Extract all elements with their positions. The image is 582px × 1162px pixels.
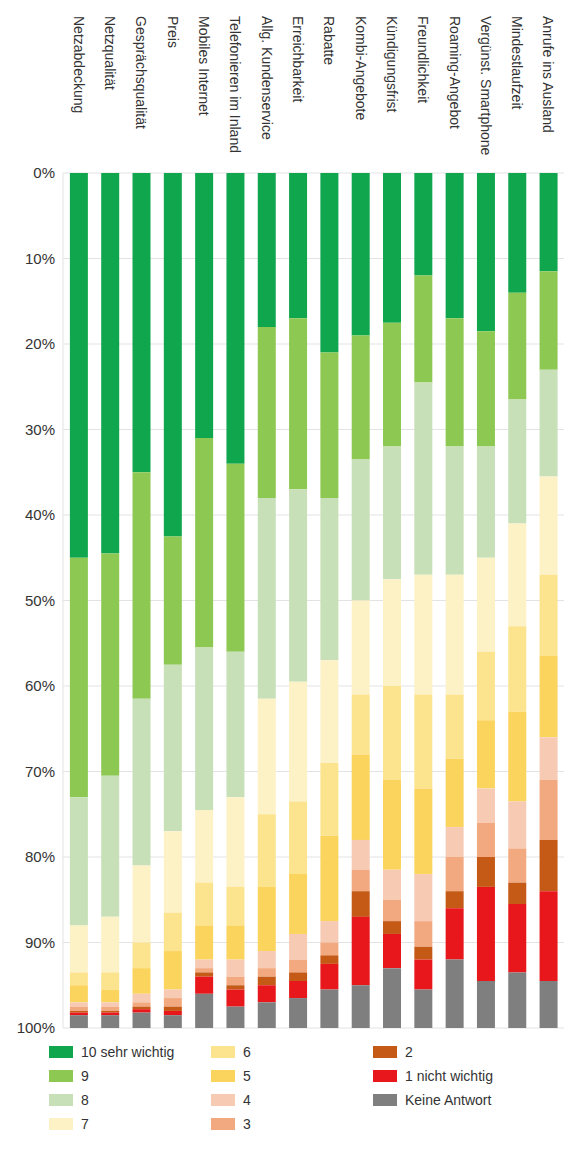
html-text:7: 7 (81, 1116, 89, 1132)
svg-text:Netzabdeckung: Netzabdeckung (71, 16, 87, 113)
svg-text:Anrufe ins Ausland: Anrufe ins Ausland (540, 16, 556, 133)
svg-text:Preis: Preis (165, 16, 181, 48)
svg-text:Mindestlaufzeit: Mindestlaufzeit (509, 16, 525, 109)
html-text:5: 5 (243, 1068, 251, 1084)
svg-text:70%: 70% (25, 763, 55, 780)
svg-text:Rabatte: Rabatte (321, 16, 337, 65)
svg-text:100%: 100% (17, 1019, 55, 1036)
svg-text:Gesprächsqualität: Gesprächsqualität (133, 16, 149, 129)
svg-text:Mobiles Internet: Mobiles Internet (196, 16, 212, 116)
html-text:4: 4 (243, 1092, 251, 1108)
svg-text:90%: 90% (25, 934, 55, 951)
svg-text:60%: 60% (25, 677, 55, 694)
svg-text:50%: 50% (25, 592, 55, 609)
html-text:10 sehr wichtig: 10 sehr wichtig (81, 1044, 175, 1060)
html-text:1 nicht wichtig: 1 nicht wichtig (405, 1068, 493, 1084)
svg-text:Allg. Kundenservice: Allg. Kundenservice (259, 16, 275, 140)
svg-text:10%: 10% (25, 250, 55, 267)
svg-text:Roaming-Angebot: Roaming-Angebot (447, 16, 463, 129)
svg-text:0%: 0% (33, 164, 55, 181)
svg-text:30%: 30% (25, 421, 55, 438)
svg-text:80%: 80% (25, 848, 55, 865)
svg-text:Kombi-Angebote: Kombi-Angebote (353, 16, 369, 121)
svg-text:Freundlichkeit: Freundlichkeit (415, 16, 431, 103)
svg-text:20%: 20% (25, 335, 55, 352)
html-text:9: 9 (81, 1068, 89, 1084)
html-text:2: 2 (405, 1044, 413, 1060)
html-text:3: 3 (243, 1116, 251, 1132)
svg-text:Netzqualität: Netzqualität (102, 16, 118, 90)
html-text:8: 8 (81, 1092, 89, 1108)
svg-text:Telefonieren im Inland: Telefonieren im Inland (227, 16, 243, 153)
svg-text:Vergünst. Smartphone: Vergünst. Smartphone (478, 16, 494, 156)
svg-text:Erreichbarkeit: Erreichbarkeit (290, 16, 306, 102)
html-text:Keine Antwort: Keine Antwort (405, 1092, 492, 1108)
html-text:6: 6 (243, 1044, 251, 1060)
svg-text:Kündigungsfrist: Kündigungsfrist (384, 16, 400, 113)
svg-text:40%: 40% (25, 506, 55, 523)
